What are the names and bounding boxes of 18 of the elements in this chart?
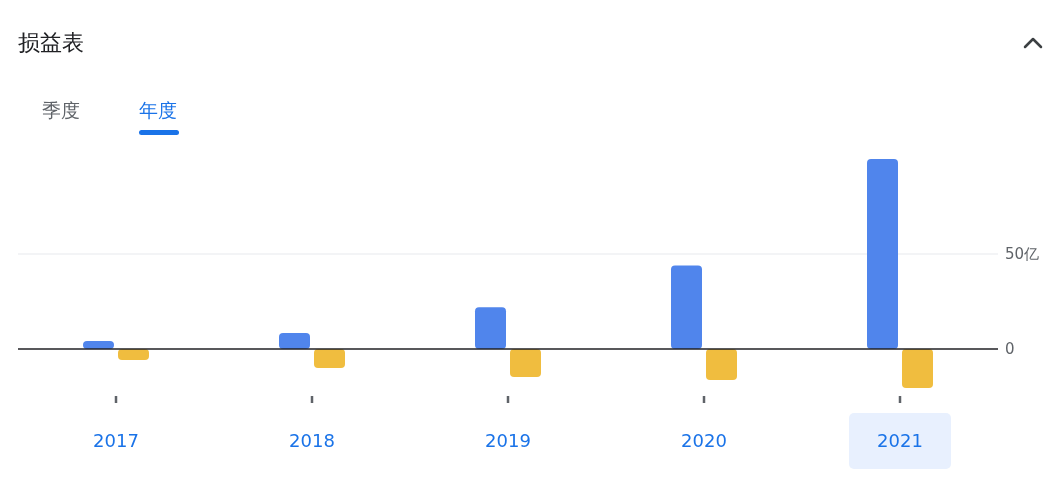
bar <box>867 159 898 350</box>
text: 季度 <box>42 99 80 121</box>
x-tick-label: 2020 <box>681 430 727 452</box>
bar <box>706 349 737 381</box>
bar <box>314 349 345 369</box>
x-tick-label: 2018 <box>289 430 335 452</box>
x-tick-label: 2021 <box>877 430 923 452</box>
text: 年度 <box>139 99 177 121</box>
x-tick-label: 2017 <box>93 430 139 452</box>
chart-title: 损益表 <box>18 30 84 55</box>
x-tick-label: 2019 <box>485 430 531 452</box>
bar <box>671 265 702 350</box>
bar <box>510 349 541 377</box>
y-tick-label: 50亿 <box>1005 245 1040 264</box>
bar <box>475 307 506 350</box>
bar <box>902 349 933 388</box>
y-tick-label: 0 <box>1005 340 1015 359</box>
bar <box>279 333 310 350</box>
